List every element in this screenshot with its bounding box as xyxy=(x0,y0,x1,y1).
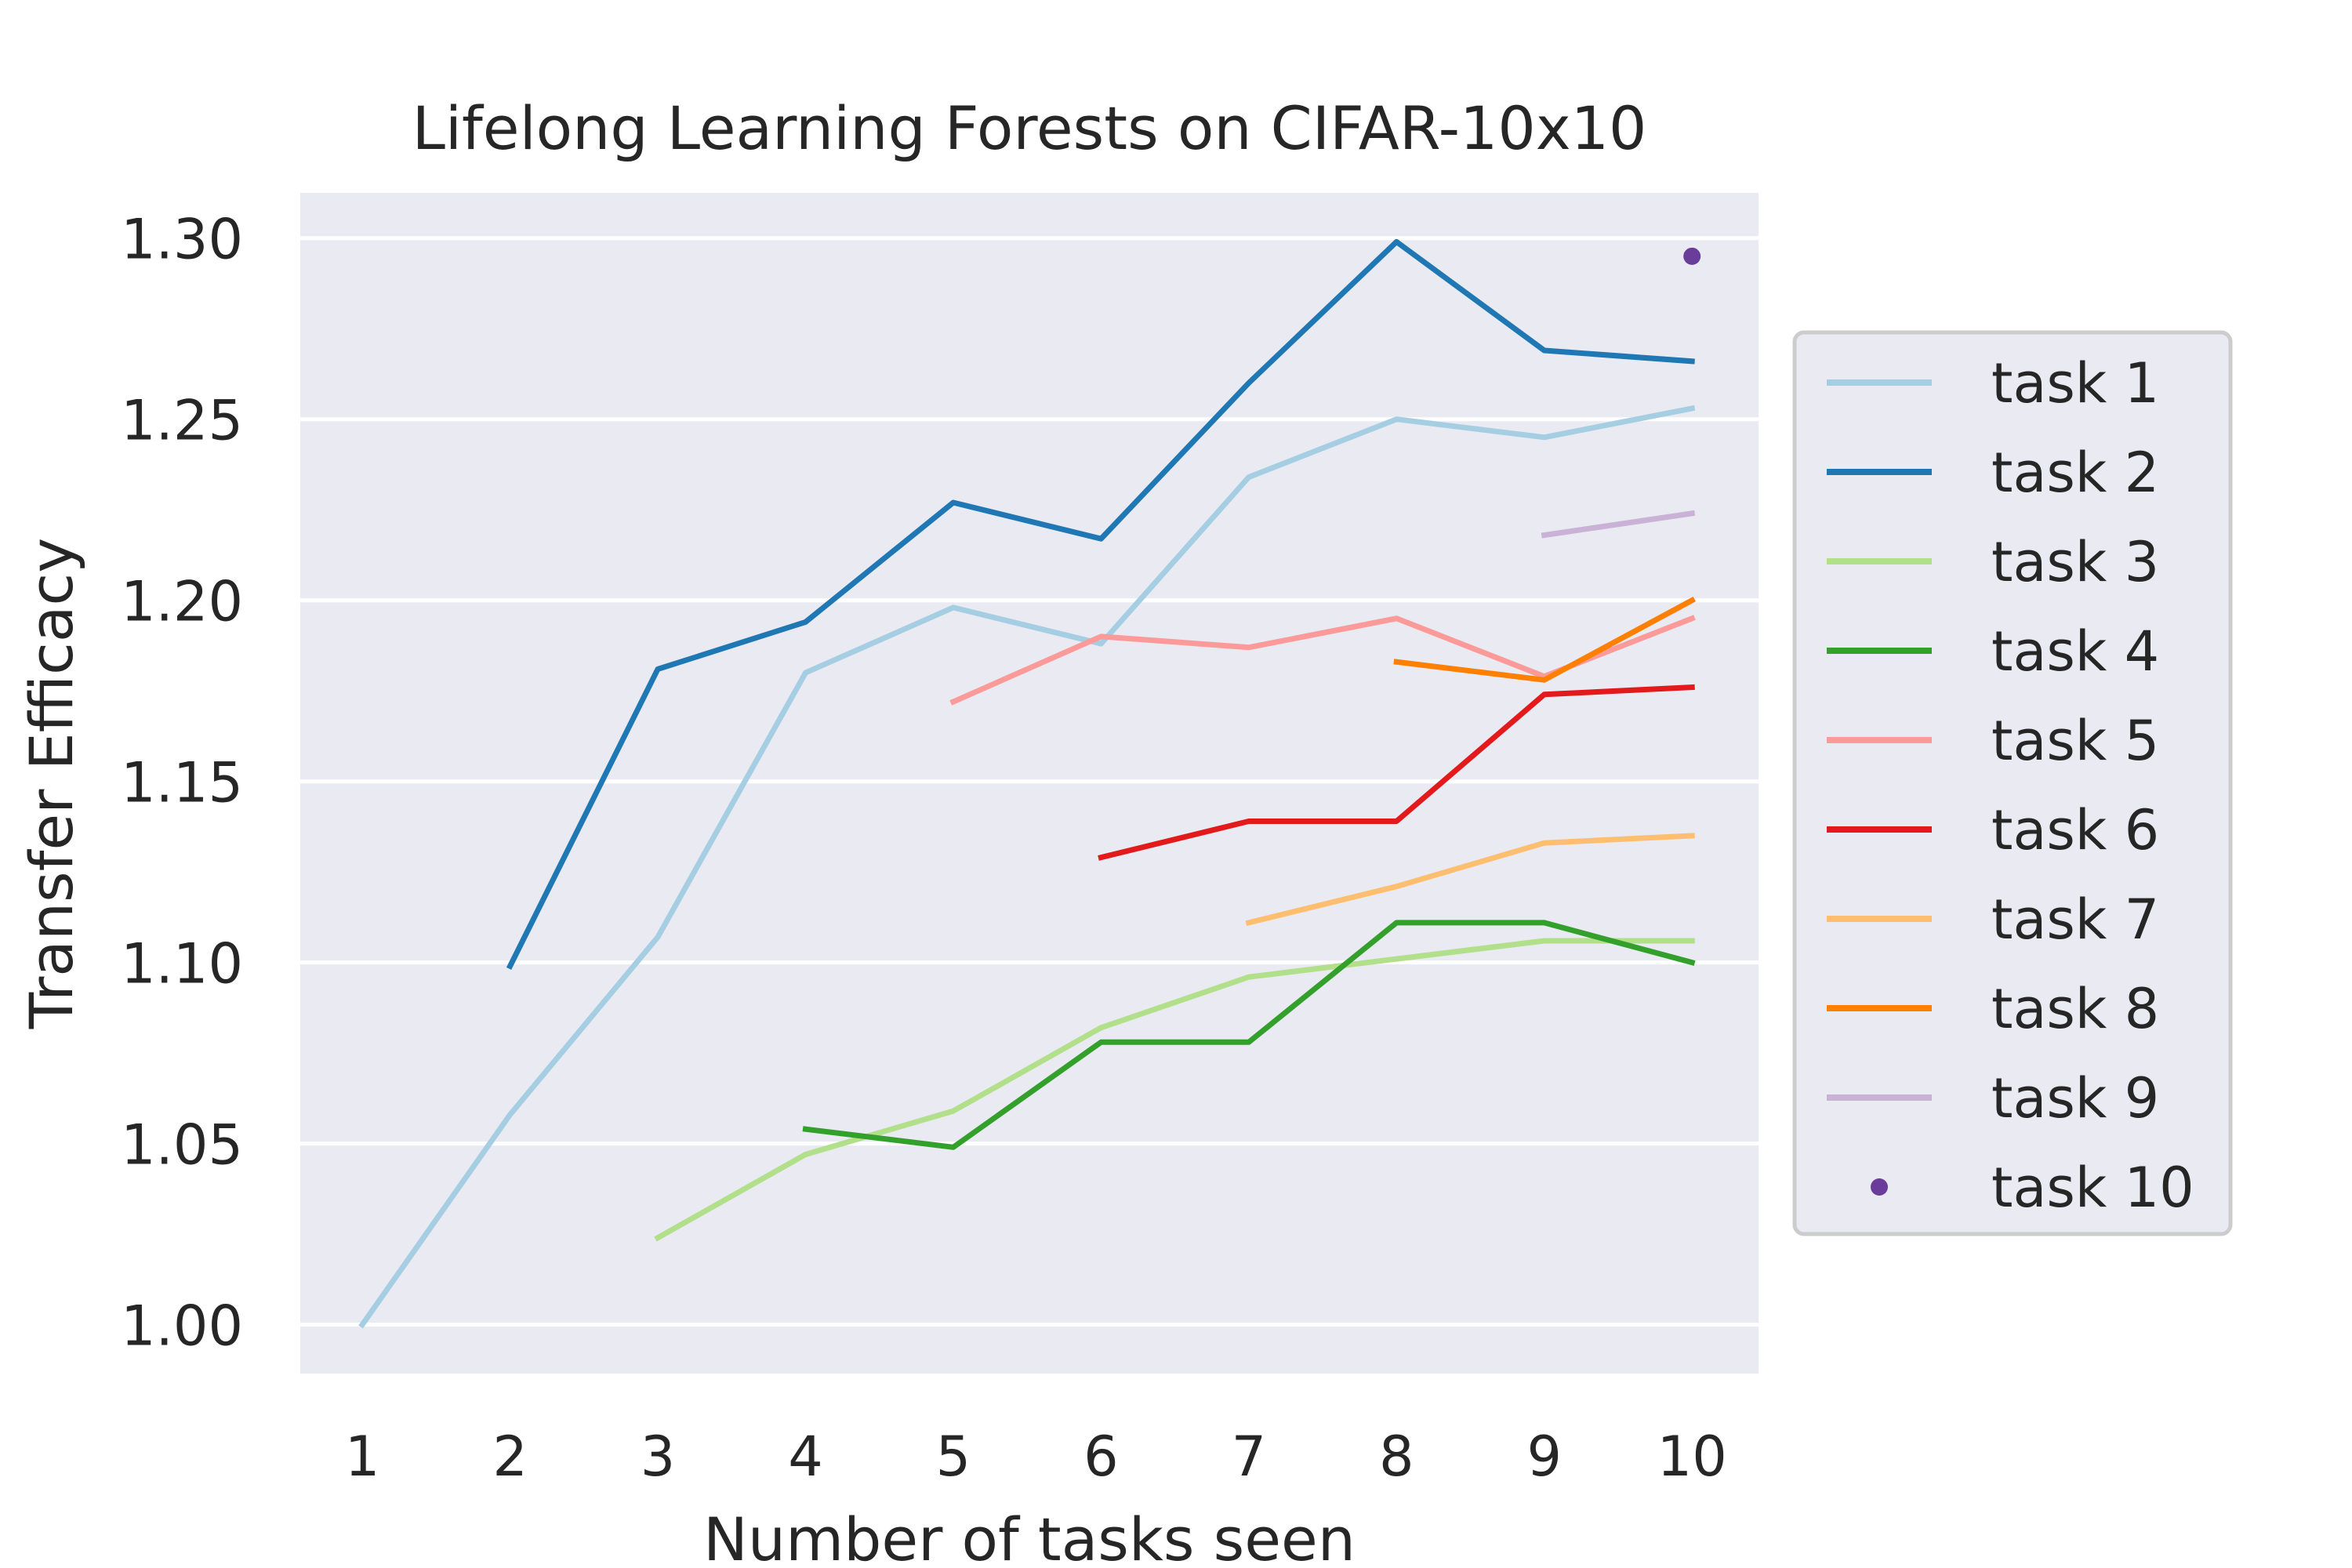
x-tick-label: 6 xyxy=(1083,1425,1119,1489)
y-tick-label: 1.00 xyxy=(121,1294,243,1359)
legend-label-task-5: task 5 xyxy=(1991,709,2159,773)
x-tick-label: 7 xyxy=(1232,1425,1267,1489)
series-task-10-point xyxy=(1683,247,1701,265)
series-task-7-line xyxy=(1245,833,1695,927)
legend-label-task-4: task 4 xyxy=(1991,619,2159,684)
legend-label-task-7: task 7 xyxy=(1991,887,2159,952)
legend: task 1 task 2 task 3 task 4 task 5 task 6 task… xyxy=(1792,330,2233,1236)
legend-items: task 1 task 2 task 3 task 4 task 5 task 6 task… xyxy=(1827,351,2194,1220)
series-task-1-line xyxy=(358,405,1696,1329)
x-tick-labels: 1 2 3 4 5 6 7 8 9 10 xyxy=(345,1425,1727,1489)
legend-label-task-10: task 10 xyxy=(1991,1156,2194,1220)
series-layer xyxy=(358,238,1701,1329)
series-task-3-line xyxy=(654,938,1695,1242)
y-tick-label: 1.30 xyxy=(121,208,243,272)
y-tick-label: 1.25 xyxy=(121,389,243,453)
legend-label-task-2: task 2 xyxy=(1991,441,2159,505)
y-tick-label: 1.20 xyxy=(121,570,243,634)
y-tick-label: 1.10 xyxy=(121,932,243,996)
chart-title: Lifelong Learning Forests on CIFAR-10x10 xyxy=(412,93,1647,163)
legend-label-task-3: task 3 xyxy=(1991,530,2159,594)
x-tick-label: 8 xyxy=(1379,1425,1414,1489)
series-task-6-line xyxy=(1098,684,1695,861)
x-axis-label: Number of tasks seen xyxy=(703,1504,1356,1568)
x-tick-label: 4 xyxy=(788,1425,823,1489)
y-tick-label: 1.15 xyxy=(121,751,243,815)
legend-label-task-8: task 8 xyxy=(1991,977,2159,1041)
x-tick-label: 10 xyxy=(1657,1425,1727,1489)
series-task-4-line xyxy=(802,920,1696,1150)
x-tick-label: 3 xyxy=(641,1425,676,1489)
y-tick-labels: 1.00 1.05 1.10 1.15 1.20 1.25 1.30 xyxy=(121,208,243,1359)
legend-marker-task-10 xyxy=(1871,1178,1888,1196)
y-tick-label: 1.05 xyxy=(121,1113,243,1178)
x-tick-label: 9 xyxy=(1526,1425,1562,1489)
legend-label-task-9: task 9 xyxy=(1991,1066,2159,1131)
series-task-8-line xyxy=(1393,596,1696,683)
y-axis-label: Transfer Efficacy xyxy=(16,538,86,1029)
x-tick-label: 2 xyxy=(492,1425,528,1489)
series-task-9-line xyxy=(1541,510,1696,539)
gridlines xyxy=(300,236,1759,1327)
x-tick-label: 1 xyxy=(345,1425,380,1489)
legend-label-task-1: task 1 xyxy=(1991,351,2159,416)
series-task-2-line xyxy=(506,238,1695,970)
legend-label-task-6: task 6 xyxy=(1991,798,2159,862)
x-tick-label: 5 xyxy=(936,1425,971,1489)
